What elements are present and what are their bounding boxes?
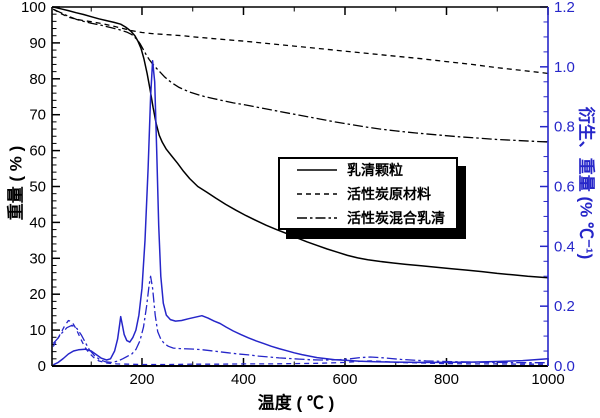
curve-dtg-dashed bbox=[52, 319, 548, 366]
y-left-tick-label: 60 bbox=[29, 143, 46, 160]
y-left-tick-label: 0 bbox=[38, 358, 46, 375]
y-right-tick-label: 0.8 bbox=[554, 119, 575, 136]
x-axis-label: 温度 ( ℃ ) bbox=[257, 393, 335, 413]
dashed-line-sample bbox=[297, 192, 337, 195]
y-left-tick-label: 40 bbox=[29, 214, 46, 231]
legend: 乳清颗粒 活性炭原材料 活性炭混合乳清 bbox=[278, 157, 458, 230]
curve-dtg-solid bbox=[52, 60, 549, 366]
dashdot-line-sample bbox=[297, 216, 337, 219]
y-left-tick-label: 70 bbox=[29, 107, 46, 124]
y-right-tick-label: 0.4 bbox=[554, 238, 575, 255]
legend-label: 活性炭混合乳清 bbox=[347, 209, 445, 226]
y-left-tick-label: 20 bbox=[29, 286, 46, 303]
y-right-tick-label: 0.6 bbox=[554, 179, 575, 196]
legend-item-carbon-whey-mix: 活性炭混合乳清 bbox=[296, 208, 456, 228]
x-tick-label: 400 bbox=[231, 371, 256, 388]
legend-item-activated-carbon: 活性炭原材料 bbox=[296, 184, 456, 204]
y-right-tick-label: 0.0 bbox=[554, 358, 575, 375]
curve-tg-solid bbox=[53, 6, 549, 279]
legend-item-whey: 乳清颗粒 bbox=[296, 160, 456, 180]
y-left-tick-label: 50 bbox=[29, 179, 46, 196]
plot-frame bbox=[51, 6, 549, 367]
x-tick-label: 200 bbox=[129, 371, 154, 388]
x-tick-label: 1000 bbox=[531, 371, 564, 388]
y-left-tick-label: 90 bbox=[29, 35, 46, 52]
y-right-tick-label: 0.2 bbox=[554, 298, 575, 315]
y-left-tick-label: 80 bbox=[29, 71, 46, 88]
curves bbox=[52, 6, 549, 366]
legend-label: 乳清颗粒 bbox=[347, 161, 403, 178]
curve-dtg-dashdot bbox=[52, 275, 548, 364]
x-tick-label: 800 bbox=[434, 371, 459, 388]
x-tick-label: 600 bbox=[332, 371, 357, 388]
y-left-tick-label: 10 bbox=[29, 322, 46, 339]
solid-line-sample bbox=[297, 168, 337, 171]
y-right-tick-label: 1.0 bbox=[554, 59, 575, 76]
y-left-axis-label: 重量 ( % ) bbox=[6, 145, 26, 221]
y-left-axis-ticks: 0 10 20 30 40 50 60 70 80 90 100 bbox=[21, 0, 60, 375]
y-right-axis-ticks: 0.0 0.2 0.4 0.6 0.8 1.0 1.2 bbox=[540, 0, 575, 375]
y-right-tick-label: 1.2 bbox=[554, 0, 575, 16]
legend-label: 活性炭原材料 bbox=[347, 185, 431, 202]
y-right-axis-label: 衍生、重量 (% ℃⁻¹) bbox=[576, 106, 596, 260]
y-left-tick-label: 30 bbox=[29, 250, 46, 267]
curve-tg-dashed bbox=[52, 8, 549, 75]
y-left-tick-label: 100 bbox=[21, 0, 46, 16]
x-axis-ticks: 200 400 600 800 1000 bbox=[90, 7, 565, 388]
